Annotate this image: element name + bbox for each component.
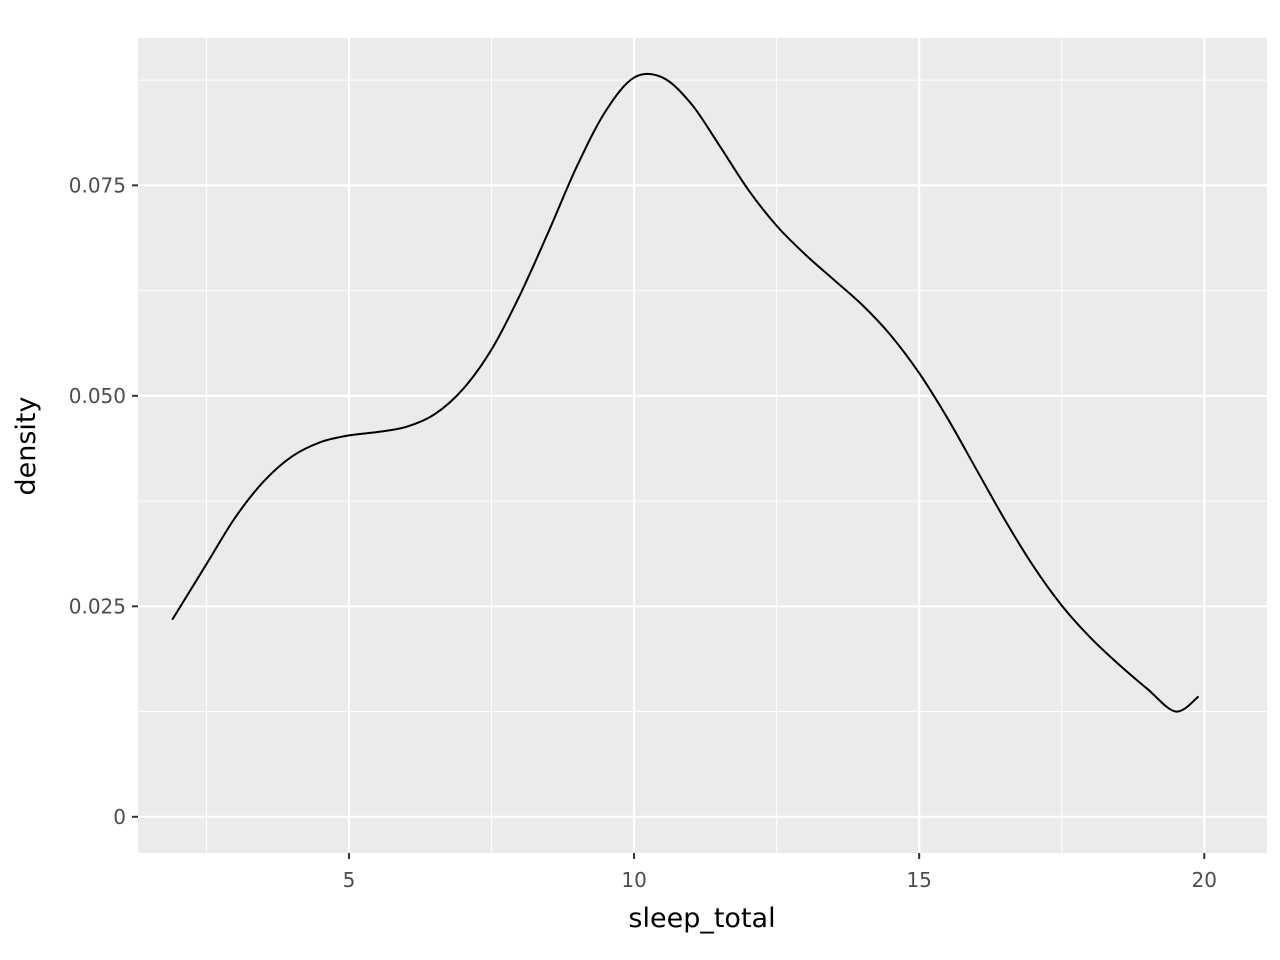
y-tick-label: 0.050 xyxy=(69,384,126,408)
y-tick-label: 0.025 xyxy=(69,594,126,618)
x-axis: 5 10 15 20 xyxy=(343,853,1217,892)
minor-gridlines xyxy=(138,38,1267,853)
x-tick-label: 20 xyxy=(1192,868,1217,892)
major-gridlines xyxy=(138,38,1267,853)
x-tick-label: 15 xyxy=(906,868,931,892)
y-tick-label: 0.075 xyxy=(69,173,126,197)
y-axis-title: density xyxy=(11,396,42,495)
y-tick-label: 0 xyxy=(113,805,126,829)
plot-panel xyxy=(138,38,1267,853)
data-layer xyxy=(171,72,1200,713)
y-axis: 0 0.025 0.050 0.075 xyxy=(69,173,138,829)
x-tick-label: 5 xyxy=(343,868,356,892)
x-axis-title: sleep_total xyxy=(628,903,775,934)
x-tick-label: 10 xyxy=(621,868,646,892)
density-curve xyxy=(171,72,1200,713)
